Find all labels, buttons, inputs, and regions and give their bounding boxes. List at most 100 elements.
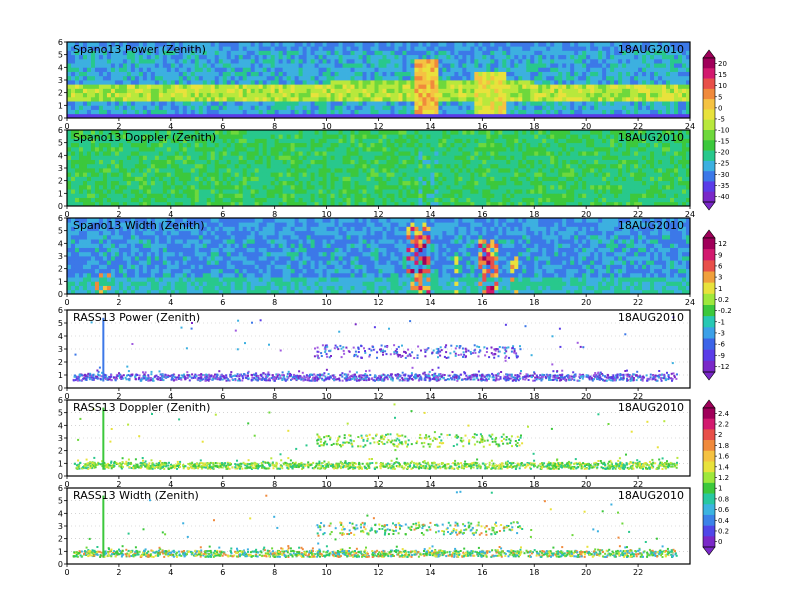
heatmap-cell [450,180,455,186]
heatmap-cell [386,197,391,203]
heatmap-cell [486,176,491,182]
heatmap-cell [130,201,136,207]
heatmap-cell [666,101,671,106]
heatmap-cell [318,54,323,60]
heatmap-cell [74,84,80,89]
heatmap-cell [554,75,559,81]
heatmap-cell [202,159,208,165]
heatmap-cell [574,101,579,106]
heatmap-cell [262,184,268,190]
heatmap-cell [234,101,240,106]
heatmap-cell [446,109,451,115]
heatmap-cell [206,172,212,177]
heatmap-cell [618,58,623,64]
heatmap-cell [394,42,399,47]
heatmap-cell [110,142,116,148]
heatmap-cell [178,105,184,110]
heatmap-cell [326,201,331,207]
heatmap-cell [374,197,379,203]
heatmap-cell [274,67,280,72]
heatmap-cell [210,75,216,81]
heatmap-cell [606,92,611,98]
heatmap-cell [466,67,471,72]
heatmap-cell [366,180,371,186]
heatmap-cell [154,101,160,106]
heatmap-cell [502,138,507,144]
heatmap-cells [67,130,691,207]
heatmap-cell [410,184,415,190]
heatmap-cell [334,163,339,169]
y-tick-label: 6 [58,38,63,47]
heatmap-cell [214,105,220,110]
heatmap-cell [126,155,132,160]
heatmap-cell [334,138,339,144]
heatmap-cell [86,84,92,89]
heatmap-cell [658,80,663,85]
heatmap-cell [478,172,483,177]
heatmap-cell [114,159,120,165]
heatmap-cell [186,92,192,98]
heatmap-cell [538,172,543,177]
heatmap-cell [286,193,292,198]
heatmap-cell [674,75,679,81]
heatmap-cell [358,113,363,119]
heatmap-cell [274,50,280,56]
heatmap-cell [438,184,443,190]
heatmap-cell [74,201,80,207]
heatmap-cell [642,50,647,56]
heatmap-cell [550,63,555,68]
heatmap-cell [242,134,248,139]
heatmap-cell [118,63,124,68]
heatmap-cell [78,75,84,81]
heatmap-cell [354,155,359,160]
heatmap-cell [126,58,132,64]
heatmap-cell [534,189,539,194]
heatmap-cell [306,113,312,119]
heatmap-cell [530,46,535,51]
heatmap-cell [122,50,128,56]
heatmap-cell [670,92,675,98]
heatmap-cell [362,63,367,68]
heatmap-cell [310,46,315,51]
heatmap-cell [162,138,168,144]
heatmap-cell [298,172,304,177]
heatmap-cell [74,96,80,102]
heatmap-cell [494,155,499,160]
heatmap-cell [254,54,260,60]
heatmap-cell [162,134,168,139]
heatmap-cell [618,71,623,77]
heatmap-cell [282,146,288,152]
heatmap-cell [614,50,619,56]
heatmap-cell [538,180,543,186]
heatmap-cell [174,84,180,89]
heatmap-cell [246,138,252,144]
heatmap-cell [422,172,427,177]
heatmap-cell [262,75,268,81]
heatmap-cell [106,46,112,51]
heatmap-cell [110,159,116,165]
heatmap-cell [186,84,192,89]
heatmap-cell [602,42,607,47]
heatmap-cell [482,168,487,173]
heatmap-cell [550,96,555,102]
heatmap-cell [574,42,579,47]
heatmap-cell [582,109,587,115]
heatmap-cell [186,201,192,207]
heatmap-cell [514,172,519,177]
heatmap-cell [86,50,92,56]
heatmap-cell [122,142,128,148]
heatmap-cell [274,134,280,139]
heatmap-cell [150,75,156,81]
heatmap-cell [454,113,459,119]
heatmap-cell [154,176,160,182]
heatmap-cell [234,172,240,177]
heatmap-cell [410,46,415,51]
heatmap-cell [218,168,224,173]
heatmap-cell [450,138,455,144]
heatmap-cell [67,63,72,68]
heatmap-cell [494,105,499,110]
heatmap-cell [318,197,323,203]
heatmap-cell [322,58,327,64]
heatmap-cell [166,159,172,165]
heatmap-cell [458,130,463,135]
